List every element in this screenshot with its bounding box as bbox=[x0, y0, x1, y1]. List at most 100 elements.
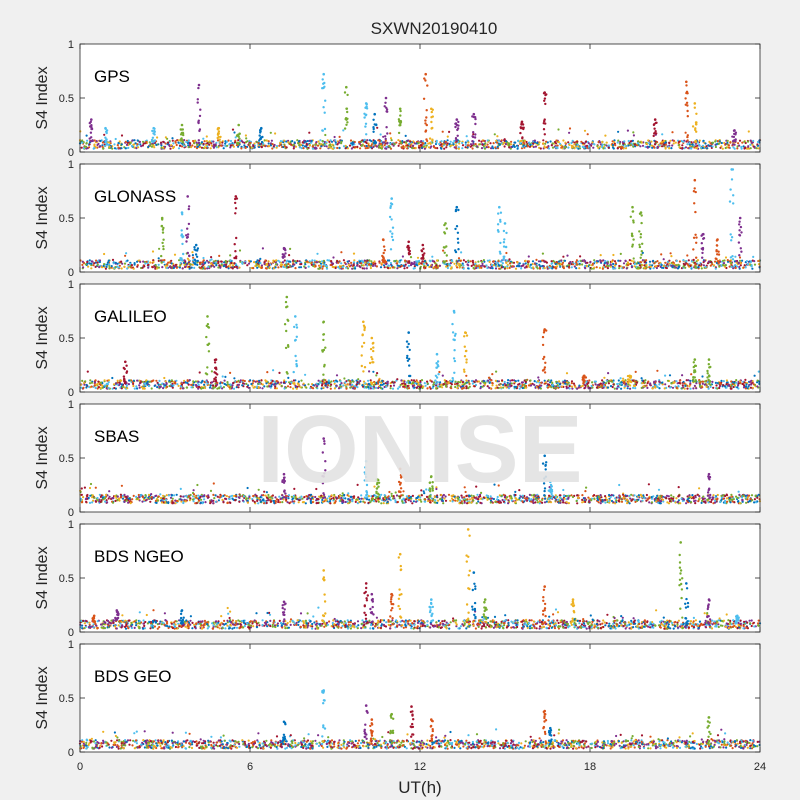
scatter-point bbox=[571, 387, 574, 390]
scatter-point bbox=[200, 141, 204, 144]
spike-peak bbox=[364, 102, 368, 105]
scatter-point bbox=[462, 267, 465, 270]
scatter-point bbox=[441, 386, 444, 389]
scatter-point bbox=[147, 145, 150, 149]
scatter-point bbox=[318, 142, 321, 145]
scatter-point bbox=[416, 260, 419, 263]
scatter-point bbox=[445, 263, 448, 266]
scatter-point bbox=[544, 142, 547, 145]
scatter-point bbox=[103, 252, 106, 256]
scatter-point bbox=[602, 147, 605, 150]
spike-point bbox=[695, 236, 698, 239]
spike-peak bbox=[498, 205, 501, 209]
scatter-point bbox=[287, 266, 290, 269]
scatter-point bbox=[389, 137, 393, 140]
scatter-point bbox=[111, 376, 114, 380]
scatter-point bbox=[735, 260, 738, 263]
spike-point bbox=[160, 261, 163, 264]
scatter-point bbox=[170, 379, 173, 382]
scatter-point bbox=[246, 264, 249, 267]
scatter-point bbox=[606, 267, 610, 270]
scatter-point bbox=[423, 147, 426, 150]
scatter-point bbox=[324, 263, 327, 266]
scatter-point bbox=[114, 382, 118, 385]
scatter-point bbox=[374, 386, 378, 389]
scatter-point bbox=[208, 143, 211, 146]
scatter-point bbox=[222, 147, 225, 150]
scatter-point bbox=[322, 386, 325, 389]
scatter-point bbox=[205, 380, 208, 383]
scatter-point bbox=[304, 263, 307, 266]
y-tick-label: 0.5 bbox=[59, 213, 74, 225]
spike-point bbox=[373, 123, 376, 126]
scatter-point bbox=[248, 139, 251, 143]
scatter-point bbox=[447, 382, 450, 385]
scatter-point bbox=[494, 263, 497, 266]
scatter-point bbox=[350, 142, 353, 145]
scatter-point bbox=[705, 145, 708, 148]
spike-point bbox=[198, 114, 202, 118]
scatter-point bbox=[698, 139, 701, 142]
scatter-point bbox=[718, 265, 721, 268]
scatter-point bbox=[458, 266, 461, 269]
scatter-point bbox=[689, 382, 692, 385]
scatter-point bbox=[84, 263, 87, 266]
scatter-point bbox=[724, 256, 728, 259]
scatter-point bbox=[278, 144, 281, 147]
scatter-point bbox=[518, 387, 521, 390]
scatter-point bbox=[538, 141, 541, 144]
scatter-point bbox=[312, 384, 315, 387]
scatter-point bbox=[658, 383, 661, 386]
scatter-point bbox=[188, 267, 191, 270]
scatter-point bbox=[95, 140, 98, 143]
scatter-point bbox=[457, 257, 461, 260]
scatter-point bbox=[480, 140, 483, 143]
scatter-point bbox=[124, 254, 127, 257]
scatter-point bbox=[584, 384, 587, 387]
scatter-point bbox=[381, 383, 384, 386]
scatter-point bbox=[185, 263, 188, 266]
scatter-point bbox=[456, 260, 459, 263]
spike-point bbox=[90, 124, 93, 127]
scatter-point bbox=[351, 383, 354, 386]
spike-point bbox=[321, 78, 324, 81]
scatter-point bbox=[469, 143, 473, 146]
scatter-point bbox=[753, 260, 756, 263]
scatter-point bbox=[535, 262, 538, 265]
scatter-point bbox=[301, 144, 304, 147]
spike-point bbox=[179, 257, 182, 260]
scatter-point bbox=[422, 385, 425, 388]
scatter-point bbox=[120, 147, 123, 150]
scatter-point bbox=[135, 385, 138, 388]
scatter-point bbox=[525, 140, 528, 144]
scatter-point bbox=[514, 141, 517, 144]
spike-point bbox=[714, 257, 717, 260]
scatter-point bbox=[218, 387, 221, 390]
scatter-point bbox=[607, 372, 610, 375]
scatter-point bbox=[555, 386, 558, 390]
scatter-point bbox=[454, 385, 457, 389]
spike-point bbox=[738, 220, 741, 223]
scatter-point bbox=[401, 255, 404, 258]
scatter-point bbox=[685, 140, 688, 143]
scatter-point bbox=[94, 379, 97, 382]
spike-point bbox=[499, 220, 502, 223]
scatter-point bbox=[585, 265, 589, 268]
scatter-point bbox=[202, 256, 205, 260]
scatter-point bbox=[632, 134, 636, 137]
scatter-point bbox=[515, 144, 519, 147]
scatter-point bbox=[582, 146, 586, 149]
scatter-point bbox=[626, 262, 630, 265]
scatter-point bbox=[398, 385, 401, 389]
scatter-point bbox=[86, 139, 89, 142]
scatter-point bbox=[187, 259, 191, 262]
scatter-point bbox=[751, 267, 754, 270]
scatter-point bbox=[275, 259, 278, 262]
scatter-point bbox=[162, 146, 165, 149]
scatter-point bbox=[362, 264, 365, 267]
scatter-point bbox=[467, 141, 470, 144]
scatter-point bbox=[641, 382, 644, 385]
y-tick-label: 1 bbox=[68, 39, 74, 51]
spike-point bbox=[503, 255, 506, 258]
scatter-point bbox=[530, 384, 533, 387]
